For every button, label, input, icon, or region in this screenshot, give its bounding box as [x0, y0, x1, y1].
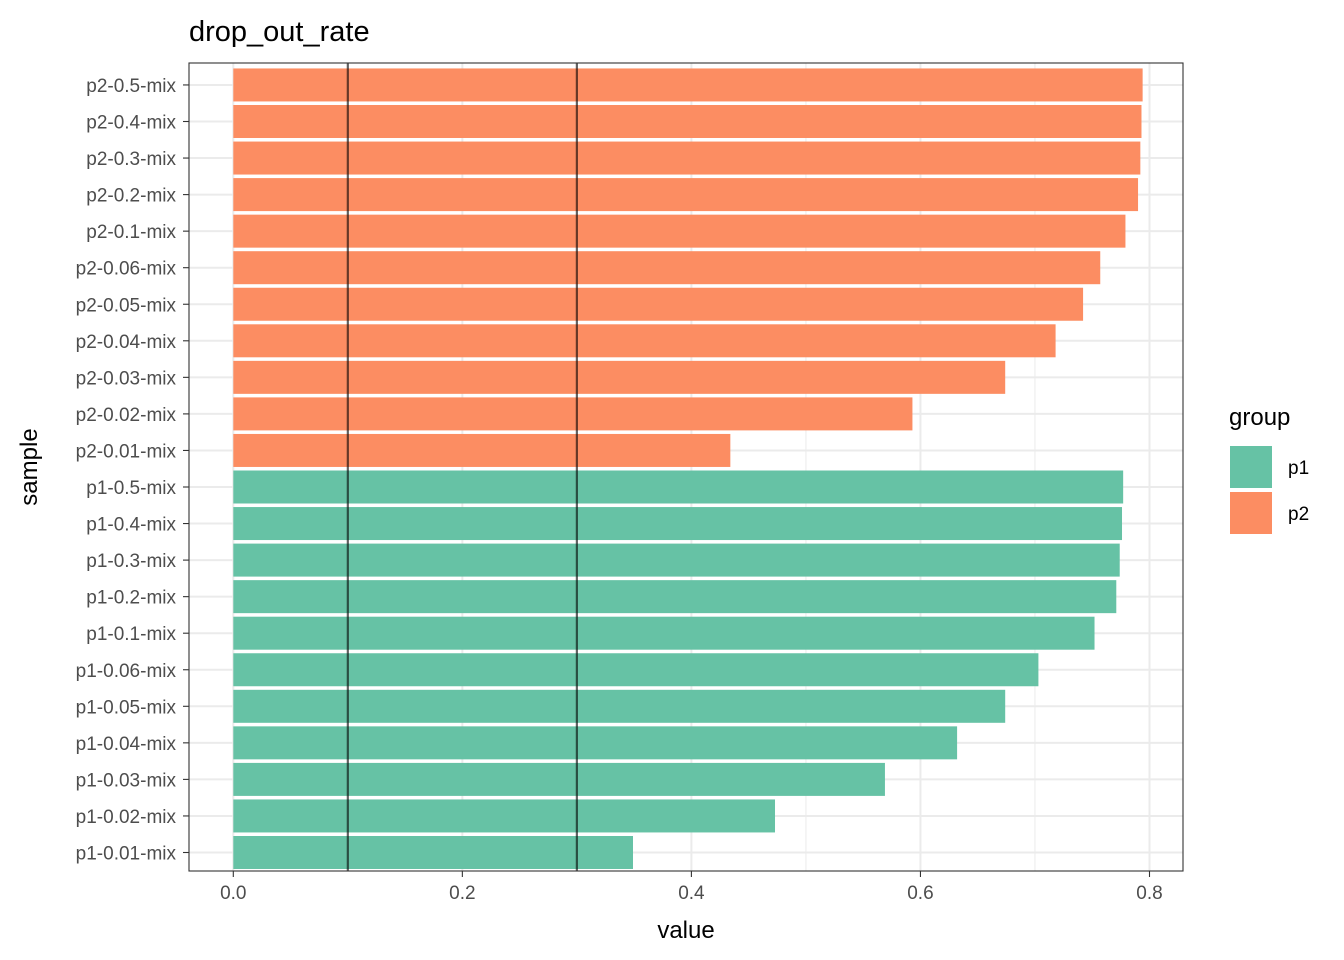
- bar-p2-0.1-mix: [233, 214, 1126, 248]
- y-tick-label: p2-0.02-mix: [76, 405, 177, 426]
- bar-p2-0.05-mix: [233, 287, 1084, 321]
- y-tick-label: p1-0.06-mix: [76, 661, 177, 682]
- bar-p2-0.02-mix: [233, 397, 913, 431]
- y-tick-label: p2-0.06-mix: [76, 259, 177, 280]
- y-tick-label: p2-0.2-mix: [86, 186, 176, 207]
- bars: [233, 68, 1143, 869]
- bar-p1-0.04-mix: [233, 726, 958, 760]
- bar-p2-0.04-mix: [233, 324, 1056, 358]
- y-tick-label: p1-0.02-mix: [76, 807, 177, 828]
- legend-label-p1: p1: [1288, 458, 1309, 479]
- y-axis: p1-0.01-mix p1-0.02-mix p1-0.03-mix p1-0.04…: [76, 76, 189, 865]
- reference-lines: [346, 63, 578, 871]
- y-tick-label: p1-0.3-mix: [86, 551, 176, 572]
- plot-panel-border: [188, 62, 1184, 872]
- y-tick-label: p1-0.05-mix: [76, 697, 177, 718]
- y-axis-title: sample: [16, 428, 43, 505]
- legend: group p1 p2: [1229, 404, 1309, 534]
- bar-p2-0.5-mix: [233, 68, 1143, 102]
- x-tick-label: 0.0: [220, 883, 246, 904]
- bar-p1-0.05-mix: [233, 689, 1006, 723]
- bar-p2-0.01-mix: [233, 433, 731, 467]
- bar-p1-0.02-mix: [233, 799, 776, 833]
- bar-p2-0.3-mix: [233, 141, 1141, 175]
- y-tick-label: p2-0.1-mix: [86, 222, 176, 243]
- bar-p2-0.06-mix: [233, 251, 1101, 285]
- y-tick-label: p1-0.5-mix: [86, 478, 176, 499]
- y-tick-label: p1-0.2-mix: [86, 588, 176, 609]
- legend-swatch-p1: [1230, 446, 1272, 488]
- bar-p1-0.01-mix: [233, 836, 633, 869]
- bar-p1-0.5-mix: [233, 470, 1124, 504]
- y-tick-label: p1-0.03-mix: [76, 770, 177, 791]
- bar-p1-0.1-mix: [233, 616, 1095, 650]
- bar-p1-0.4-mix: [233, 507, 1123, 541]
- bar-p1-0.2-mix: [233, 580, 1117, 614]
- y-tick-label: p2-0.3-mix: [86, 149, 176, 170]
- bar-p2-0.2-mix: [233, 178, 1139, 212]
- x-tick-label: 0.4: [678, 883, 705, 904]
- x-tick-label: 0.6: [907, 883, 933, 904]
- y-tick-label: p2-0.03-mix: [76, 368, 177, 389]
- bar-p1-0.03-mix: [233, 762, 885, 796]
- y-tick-label: p2-0.05-mix: [76, 295, 177, 316]
- y-tick-label: p2-0.04-mix: [76, 332, 177, 353]
- y-tick-label: p1-0.4-mix: [86, 515, 176, 536]
- y-tick-label: p2-0.4-mix: [86, 113, 176, 134]
- legend-swatch-p2: [1230, 492, 1272, 534]
- x-axis-title: value: [657, 917, 714, 944]
- bar-p2-0.4-mix: [233, 105, 1142, 138]
- legend-label-p2: p2: [1288, 504, 1309, 525]
- x-axis: 0.0 0.2 0.4 0.6 0.8: [220, 871, 1163, 904]
- bar-p1-0.3-mix: [233, 543, 1120, 577]
- bar-p2-0.03-mix: [233, 360, 1006, 394]
- y-tick-label: p2-0.01-mix: [76, 441, 177, 462]
- chart-title: drop_out_rate: [189, 16, 370, 48]
- bar-p1-0.06-mix: [233, 653, 1039, 687]
- x-tick-label: 0.8: [1136, 883, 1162, 904]
- y-tick-label: p1-0.01-mix: [76, 844, 177, 865]
- x-tick-label: 0.2: [449, 883, 475, 904]
- y-tick-label: p2-0.5-mix: [86, 76, 176, 97]
- y-tick-label: p1-0.04-mix: [76, 734, 177, 755]
- y-tick-label: p1-0.1-mix: [86, 624, 176, 645]
- legend-title: group: [1229, 404, 1290, 431]
